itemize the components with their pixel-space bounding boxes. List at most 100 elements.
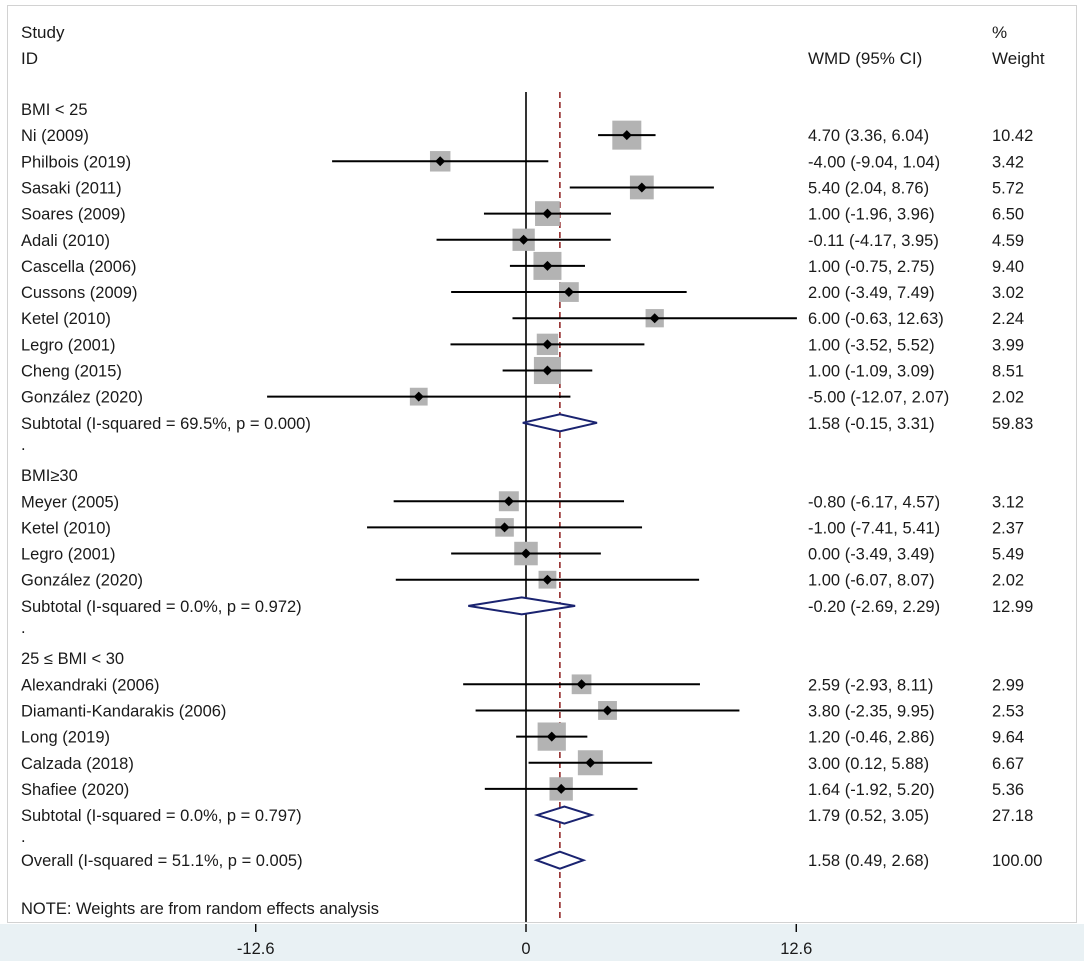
study-weight-text: 2.37 <box>992 519 1024 537</box>
note-text: NOTE: Weights are from random effects an… <box>21 900 379 918</box>
study-label: González (2020) <box>21 389 143 407</box>
study-label: Cussons (2009) <box>21 284 137 302</box>
x-axis: -12.6 0 12.6 <box>237 924 812 958</box>
point-estimate <box>636 182 647 193</box>
study-label: Meyer (2005) <box>21 493 119 511</box>
study-ci-text: 1.00 (-3.52, 5.52) <box>808 336 935 354</box>
study-label: Sasaki (2011) <box>21 179 122 197</box>
row-separator: . <box>21 436 26 454</box>
study-weight-text: 3.42 <box>992 153 1024 171</box>
row-labels: BMI < 25 Ni (2009) 4.70 (3.36, 6.04) 10.42 P… <box>21 101 1042 870</box>
study-label: González (2020) <box>21 572 143 590</box>
study-ci-text: 2.59 (-2.93, 8.11) <box>808 676 933 694</box>
point-estimate <box>576 679 587 690</box>
group-header: BMI≥30 <box>21 467 78 485</box>
plot-frame <box>7 5 1077 923</box>
column-headers: Study ID WMD (95% CI) % Weight <box>21 23 1045 68</box>
study-ci-text: 3.00 (0.12, 5.88) <box>808 755 929 773</box>
study-label: Calzada (2018) <box>21 755 134 773</box>
study-ci-text: 3.80 (-2.35, 9.95) <box>808 702 935 720</box>
point-estimate <box>503 496 514 507</box>
point-estimate <box>542 339 553 350</box>
study-weight-text: 10.42 <box>992 127 1033 145</box>
study-weight-text: 9.40 <box>992 258 1024 276</box>
study-weight-text: 2.53 <box>992 702 1024 720</box>
point-estimate <box>585 757 596 768</box>
point-estimate <box>542 260 553 271</box>
subtotal-ci-text: -0.20 (-2.69, 2.29) <box>808 598 940 616</box>
study-label: Diamanti-Kandarakis (2006) <box>21 702 226 720</box>
point-estimate <box>521 548 531 559</box>
study-label: Ketel (2010) <box>21 310 111 328</box>
point-estimate <box>542 208 553 219</box>
subtotal-diamond <box>468 596 576 616</box>
study-label: Legro (2001) <box>21 336 115 354</box>
subtotal-label: Subtotal (I-squared = 69.5%, p = 0.000) <box>21 415 311 433</box>
study-label: Adali (2010) <box>21 232 110 250</box>
overall-weight-text: 100.00 <box>992 852 1042 870</box>
point-estimate <box>546 731 557 742</box>
point-estimate <box>542 365 553 376</box>
study-weight-text: 3.02 <box>992 284 1024 302</box>
x-tick-label: 0 <box>521 940 530 958</box>
study-ci-text: -5.00 (-12.07, 2.07) <box>808 389 949 407</box>
study-label: Shafiee (2020) <box>21 781 129 799</box>
overall-diamond <box>533 850 587 870</box>
study-marks <box>267 120 797 870</box>
subtotal-label: Subtotal (I-squared = 0.0%, p = 0.797) <box>21 807 302 825</box>
study-weight-text: 3.12 <box>992 493 1024 511</box>
study-ci-text: 1.00 (-0.75, 2.75) <box>808 258 935 276</box>
header-study: Study <box>21 23 65 42</box>
study-ci-text: 1.00 (-1.96, 3.96) <box>808 206 935 224</box>
study-weight-text: 5.49 <box>992 546 1024 564</box>
study-ci-text: -0.11 (-4.17, 3.95) <box>808 232 939 250</box>
study-ci-text: 4.70 (3.36, 6.04) <box>808 127 929 145</box>
point-estimate <box>602 705 613 716</box>
study-label: Philbois (2019) <box>21 153 131 171</box>
row-separator: . <box>21 619 26 637</box>
group-header: BMI < 25 <box>21 101 88 119</box>
study-label: Soares (2009) <box>21 206 126 224</box>
point-estimate <box>413 391 424 402</box>
subtotal-ci-text: 1.58 (-0.15, 3.31) <box>808 415 935 433</box>
study-weight-text: 2.24 <box>992 310 1024 328</box>
point-estimate <box>649 313 660 324</box>
study-ci-text: 1.00 (-6.07, 8.07) <box>808 572 935 590</box>
overall-label: Overall (I-squared = 51.1%, p = 0.005) <box>21 852 303 870</box>
study-weight-text: 8.51 <box>992 363 1024 381</box>
study-ci-text: -0.80 (-6.17, 4.57) <box>808 493 940 511</box>
row-separator: . <box>21 828 26 846</box>
axis-band <box>0 924 1084 961</box>
study-label: Legro (2001) <box>21 546 115 564</box>
study-weight-text: 5.72 <box>992 179 1024 197</box>
subtotal-diamond <box>533 805 595 825</box>
study-ci-text: 2.00 (-3.49, 7.49) <box>808 284 935 302</box>
subtotal-ci-text: 1.79 (0.52, 3.05) <box>808 807 929 825</box>
study-label: Cheng (2015) <box>21 363 122 381</box>
study-ci-text: 5.40 (2.04, 8.76) <box>808 179 929 197</box>
header-weight: Weight <box>992 49 1045 68</box>
study-weight-text: 3.99 <box>992 336 1024 354</box>
point-estimate <box>556 783 567 794</box>
subtotal-diamond <box>522 413 598 433</box>
subtotal-label: Subtotal (I-squared = 0.0%, p = 0.972) <box>21 598 302 616</box>
study-label: Alexandraki (2006) <box>21 676 160 694</box>
study-weight-text: 6.67 <box>992 755 1024 773</box>
header-percent: % <box>992 23 1007 42</box>
study-ci-text: 1.20 (-0.46, 2.86) <box>808 729 935 747</box>
study-label: Cascella (2006) <box>21 258 137 276</box>
study-ci-text: -4.00 (-9.04, 1.04) <box>808 153 940 171</box>
point-estimate <box>499 522 510 533</box>
study-weight-text: 9.64 <box>992 729 1024 747</box>
header-effect: WMD (95% CI) <box>808 49 922 68</box>
point-estimate <box>518 234 529 245</box>
study-ci-text: 0.00 (-3.49, 3.49) <box>808 546 935 564</box>
study-weight-text: 6.50 <box>992 206 1024 224</box>
study-weight-text: 2.99 <box>992 676 1024 694</box>
x-tick-label: -12.6 <box>237 940 275 958</box>
point-estimate <box>563 287 574 298</box>
point-estimate <box>542 574 553 585</box>
subtotal-weight-text: 59.83 <box>992 415 1033 433</box>
study-label: Ketel (2010) <box>21 519 111 537</box>
